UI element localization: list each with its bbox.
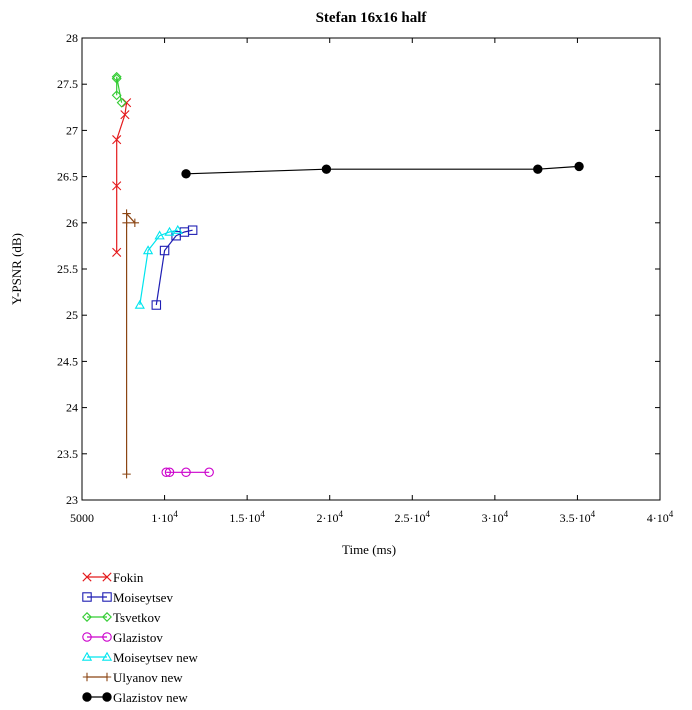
legend-label: Moiseytsev bbox=[113, 590, 173, 605]
series-moiseytsev-new bbox=[134, 224, 183, 309]
plot-frame bbox=[81, 37, 661, 501]
series-line-fokin bbox=[116, 102, 128, 253]
data-point-glazistov bbox=[204, 467, 214, 478]
legend-label: Ulyanov new bbox=[113, 670, 183, 685]
legend-marker bbox=[102, 572, 112, 582]
legend-marker bbox=[102, 592, 112, 602]
series-line-tsvetkov bbox=[116, 76, 123, 103]
legend-marker bbox=[102, 672, 112, 682]
data-point-glazistov-new bbox=[321, 164, 332, 174]
x-tick-label: 5000 bbox=[70, 511, 94, 525]
legend-marker bbox=[82, 572, 92, 582]
legend-marker bbox=[82, 592, 92, 602]
series-line-glazistov-new bbox=[185, 165, 580, 175]
legend-item-glazistov: Glazistov bbox=[82, 630, 163, 645]
legend-marker bbox=[101, 651, 113, 661]
legend-label: Glazistov bbox=[113, 630, 163, 645]
y-tick-label: 26 bbox=[66, 216, 78, 230]
legend-label: Glazistov new bbox=[113, 690, 188, 705]
legend-item-ulyanov-new: Ulyanov new bbox=[82, 670, 183, 685]
x-tick-label: 3.5·104 bbox=[560, 509, 596, 525]
data-point-fokin bbox=[112, 135, 122, 145]
legend-label: Tsvetkov bbox=[113, 610, 161, 625]
data-point-ulyanov-new bbox=[122, 218, 131, 227]
series-line-moiseytsev bbox=[155, 229, 193, 306]
x-tick-label: 1·104 bbox=[151, 509, 178, 525]
y-tick-label: 24.5 bbox=[57, 354, 78, 368]
data-point-fokin bbox=[120, 110, 130, 120]
x-axis-ticks: 5000 1·104 1.5·104 2·104 2.5·104 3·104 3.5·104… bbox=[70, 38, 674, 525]
series-layer bbox=[111, 71, 584, 479]
data-point-tsvetkov bbox=[116, 97, 127, 108]
data-point-glazistov-new bbox=[181, 169, 191, 179]
legend-item-glazistov-new: Glazistov new bbox=[82, 690, 188, 705]
x-tick-label: 2·104 bbox=[316, 509, 343, 525]
chart-title: Stefan 16x16 half bbox=[316, 10, 428, 26]
data-point-ulyanov-new bbox=[122, 469, 131, 479]
y-axis-ticks: 23 23.5 24 24.5 25 25.5 26 26.5 27 27.5 28 bbox=[57, 31, 660, 507]
series-tsvetkov bbox=[111, 71, 127, 108]
x-tick-label: 4·104 bbox=[647, 509, 674, 525]
legend-label: Fokin bbox=[113, 570, 144, 585]
y-tick-label: 23 bbox=[66, 493, 78, 507]
data-point-glazistov bbox=[164, 467, 175, 478]
data-point-ulyanov-new bbox=[130, 218, 140, 227]
data-point-moiseytsev-new bbox=[134, 299, 145, 309]
data-point-fokin bbox=[112, 181, 122, 191]
data-point-glazistov bbox=[181, 467, 191, 478]
series-line-moiseytsev-new bbox=[139, 229, 178, 306]
data-point-ulyanov-new bbox=[122, 209, 131, 218]
x-axis-label: Time (ms) bbox=[342, 542, 396, 557]
y-tick-label: 23.5 bbox=[57, 447, 78, 461]
legend: Fokin Moiseytsev Tsvetkov Glazistov Moiseyts… bbox=[81, 570, 198, 705]
legend-item-tsvetkov: Tsvetkov bbox=[82, 610, 161, 625]
legend-marker bbox=[81, 651, 93, 661]
x-tick-label: 3·104 bbox=[482, 509, 509, 525]
legend-marker bbox=[102, 612, 112, 622]
series-glazistov-new bbox=[181, 161, 584, 179]
legend-marker bbox=[102, 632, 112, 642]
data-point-tsvetkov bbox=[111, 90, 122, 101]
data-point-glazistov-new bbox=[533, 164, 543, 174]
legend-item-moiseytsev-new: Moiseytsev new bbox=[81, 650, 198, 665]
data-point-moiseytsev bbox=[151, 300, 162, 310]
series-ulyanov-new bbox=[122, 209, 140, 479]
data-point-moiseytsev-new bbox=[154, 230, 165, 240]
legend-item-moiseytsev: Moiseytsev bbox=[82, 590, 173, 605]
legend-marker bbox=[82, 672, 92, 682]
data-point-fokin bbox=[112, 247, 122, 257]
data-point-glazistov-new bbox=[574, 161, 584, 172]
data-point-moiseytsev-new bbox=[172, 224, 183, 234]
y-axis-label: Y-PSNR (dB) bbox=[9, 233, 24, 305]
x-tick-label: 2.5·104 bbox=[395, 509, 431, 525]
y-tick-label: 26.5 bbox=[57, 170, 78, 184]
legend-marker bbox=[82, 612, 92, 622]
data-point-moiseytsev bbox=[159, 245, 170, 256]
legend-label: Moiseytsev new bbox=[113, 650, 198, 665]
data-point-moiseytsev-new bbox=[164, 226, 175, 236]
y-tick-label: 25 bbox=[66, 308, 78, 322]
y-tick-label: 27.5 bbox=[57, 77, 78, 91]
data-point-moiseytsev-new bbox=[142, 245, 154, 255]
legend-marker bbox=[102, 692, 112, 702]
x-tick-label: 1.5·104 bbox=[229, 509, 265, 525]
legend-marker bbox=[82, 632, 92, 642]
data-point-tsvetkov bbox=[111, 71, 122, 82]
data-point-tsvetkov bbox=[111, 73, 122, 84]
y-tick-label: 27 bbox=[66, 123, 78, 137]
y-tick-label: 28 bbox=[66, 31, 78, 45]
data-point-moiseytsev bbox=[187, 225, 198, 235]
data-point-glazistov bbox=[161, 467, 171, 478]
series-line-ulyanov-new bbox=[125, 212, 136, 475]
series-glazistov bbox=[161, 467, 214, 478]
legend-item-fokin: Fokin bbox=[82, 570, 144, 585]
series-moiseytsev bbox=[151, 225, 198, 310]
series-fokin bbox=[112, 98, 132, 257]
legend-marker bbox=[82, 692, 92, 702]
y-tick-label: 25.5 bbox=[57, 262, 78, 276]
y-tick-label: 24 bbox=[66, 401, 78, 415]
